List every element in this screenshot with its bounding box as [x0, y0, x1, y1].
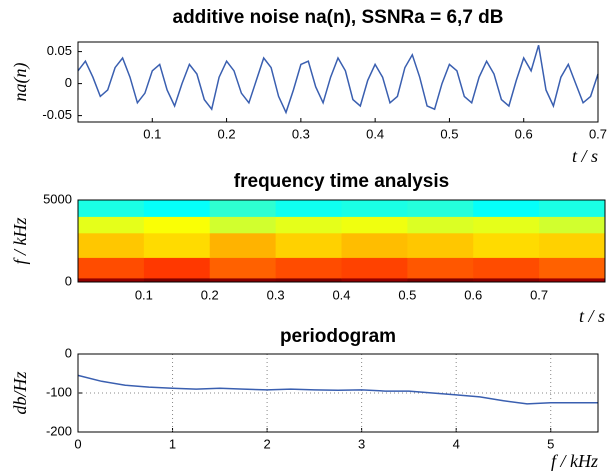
plot-frame [77, 41, 599, 123]
x-tick-label: 5 [547, 436, 554, 451]
heat-cell [539, 277, 606, 283]
heat-cell [341, 232, 408, 258]
y-axis-label: f / kHz [10, 218, 30, 265]
x-axis-label: t / s [579, 306, 605, 326]
x-tick-label: 0.3 [267, 287, 285, 302]
heat-cell [275, 216, 342, 234]
plot-frame [77, 199, 606, 283]
heat-cell [143, 257, 211, 279]
heat-cell [275, 232, 342, 258]
y-tick-label: -200 [46, 423, 72, 438]
heat-cell [209, 216, 277, 234]
x-tick-label: 0.7 [530, 287, 548, 302]
heat-cell [473, 216, 540, 234]
heat-cell [209, 257, 277, 279]
heat-cell [473, 232, 540, 258]
heat-cell [341, 277, 408, 283]
heat-cell [275, 257, 342, 279]
chart-title: frequency time analysis [234, 171, 449, 192]
heat-cell [78, 200, 145, 217]
x-tick-label: 0.6 [515, 126, 533, 141]
x-tick-label: 0.5 [440, 126, 458, 141]
heat-cell [78, 277, 145, 283]
x-tick-label: 0.4 [332, 287, 350, 302]
heat-cell [539, 200, 606, 217]
x-tick-label: 0.1 [143, 126, 161, 141]
x-tick-label: 0.4 [366, 126, 384, 141]
y-tick-label: 5000 [43, 191, 72, 206]
heat-cell [539, 232, 606, 258]
heat-cell [473, 277, 540, 283]
heat-cell [407, 232, 474, 258]
y-tick-label: 0.05 [47, 43, 72, 58]
heat-cell [143, 200, 211, 217]
y-tick-label: 0 [65, 75, 72, 90]
heat-cell [341, 216, 408, 234]
heat-cell [143, 277, 211, 283]
y-axis-label: db/Hz [10, 371, 30, 414]
heat-cell [275, 200, 342, 217]
x-tick-label: 0.7 [589, 126, 607, 141]
heat-cell [209, 200, 277, 217]
heat-cell [473, 257, 540, 279]
y-tick-label: -0.05 [42, 107, 72, 122]
y-tick-label: -100 [46, 384, 72, 399]
x-tick-label: 3 [358, 436, 365, 451]
heat-cell [407, 200, 474, 217]
x-tick-label: 0.1 [135, 287, 153, 302]
x-tick-label: 2 [263, 436, 270, 451]
chart-title: additive noise na(n), SSNRa = 6,7 dB [173, 7, 504, 28]
heat-cell [407, 277, 474, 283]
y-tick-label: 0 [65, 345, 72, 360]
heat-cell [473, 200, 540, 217]
plot-frame [77, 353, 599, 433]
data-line [77, 374, 598, 405]
x-axis-label: t / s [572, 146, 598, 166]
heat-cell [143, 232, 211, 258]
heat-cell [78, 232, 145, 258]
data-line [77, 44, 599, 115]
heat-cell [539, 216, 606, 234]
x-tick-label: 0.3 [292, 126, 310, 141]
x-tick-label: 0.6 [464, 287, 482, 302]
x-axis-label: f / kHz [551, 451, 598, 471]
heat-cell [209, 277, 277, 283]
heat-cell [407, 257, 474, 279]
heat-cell [539, 257, 606, 279]
x-tick-label: 0.5 [398, 287, 416, 302]
heat-cell [78, 257, 145, 279]
heat-cell [143, 216, 211, 234]
y-axis-label: na(n) [10, 63, 31, 102]
x-tick-label: 4 [453, 436, 460, 451]
heat-cell [209, 232, 277, 258]
heat-cell [407, 216, 474, 234]
chart-title: periodogram [280, 326, 396, 347]
heat-cell [341, 257, 408, 279]
y-tick-label: 0 [65, 273, 72, 288]
x-tick-label: 0.2 [218, 126, 236, 141]
heat-cell [78, 216, 145, 234]
x-tick-label: 0.2 [201, 287, 219, 302]
x-tick-label: 1 [169, 436, 176, 451]
heat-cell [341, 200, 408, 217]
heat-cell [275, 277, 342, 283]
x-tick-label: 0 [74, 436, 81, 451]
